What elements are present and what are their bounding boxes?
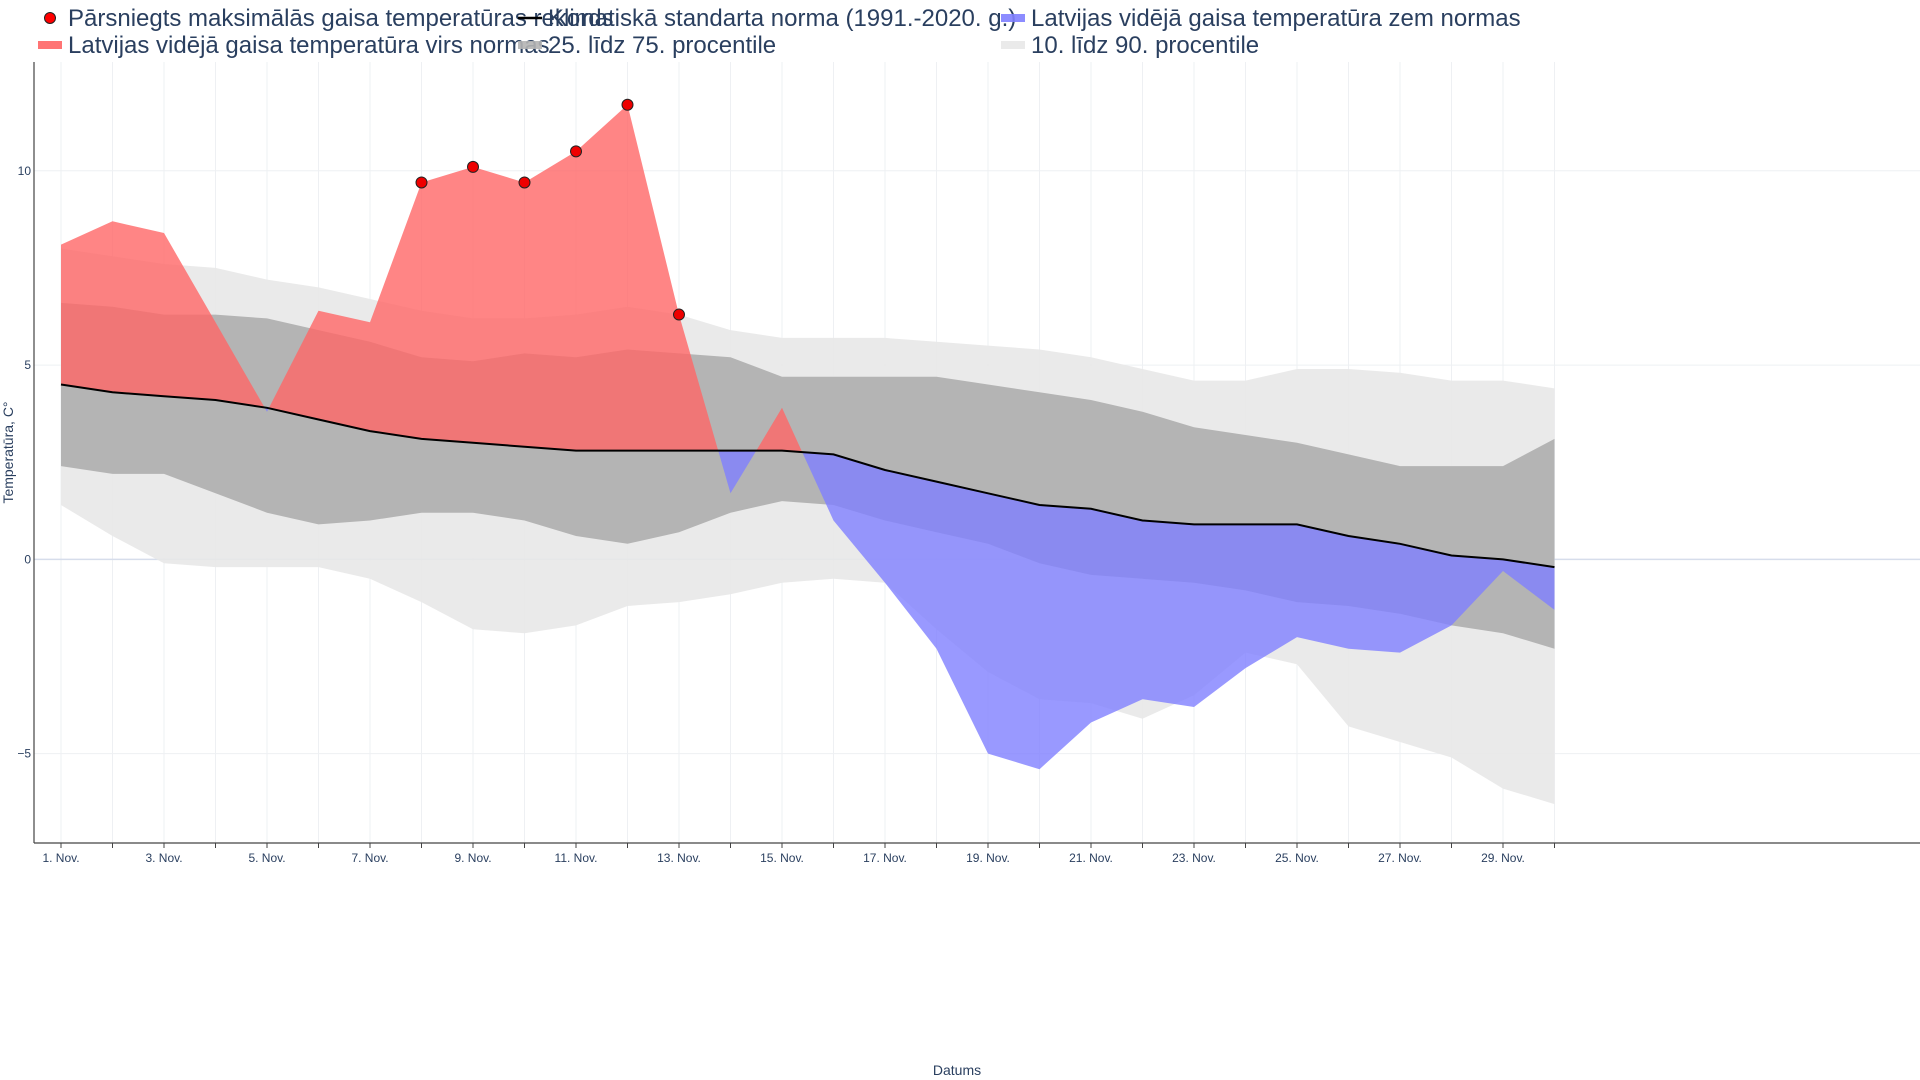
legend-label: 25. līdz 75. procentile — [548, 32, 776, 59]
x-tick-label: 13. Nov. — [657, 851, 701, 865]
x-tick-label: 17. Nov. — [863, 851, 907, 865]
below-norm-area — [802, 452, 1555, 770]
x-tick-label: 5. Nov. — [248, 851, 285, 865]
record-marker — [467, 160, 479, 173]
legend-swatch-record-marker — [44, 12, 56, 24]
legend-label: 10. līdz 90. procentile — [1031, 32, 1259, 59]
legend: Pārsniegts maksimālās gaisa temperatūras… — [38, 5, 1521, 59]
record-markers — [415, 98, 685, 321]
x-axis-title: Datums — [933, 1062, 981, 1078]
x-tick-label: 1. Nov. — [42, 851, 79, 865]
y-tick-label: −5 — [17, 747, 31, 761]
above-norm-area — [268, 104, 719, 451]
legend-item-norm: Klimatiskā standarta norma (1991.-2020. … — [518, 5, 1016, 32]
below-norm-area — [718, 450, 757, 494]
tick-labels: 1. Nov. 3. Nov. 5. Nov. 7. Nov. 9. Nov. 11. N… — [17, 164, 1525, 865]
y-tick-label: 0 — [24, 552, 31, 566]
x-tick-label: 19. Nov. — [966, 851, 1010, 865]
legend-item-p10_90: 10. līdz 90. procentile — [1001, 32, 1259, 59]
x-tick-label: 7. Nov. — [351, 851, 388, 865]
norm-series-line — [60, 383, 1555, 569]
x-tick-label: 27. Nov. — [1378, 851, 1422, 865]
legend-label: Latvijas vidējā gaisa temperatūra zem no… — [1031, 5, 1521, 32]
above-norm-area — [61, 221, 265, 408]
y-tick-label: 5 — [24, 358, 31, 372]
legend-item-below: Latvijas vidējā gaisa temperatūra zem no… — [1001, 5, 1521, 32]
record-marker — [415, 176, 428, 189]
x-tick-label: 11. Nov. — [555, 851, 598, 865]
y-tick-label: 10 — [18, 164, 32, 178]
record-marker — [673, 308, 685, 321]
legend-item-p25_75: 25. līdz 75. procentile — [518, 32, 776, 59]
norm-line — [60, 383, 1555, 569]
legend-label: Klimatiskā standarta norma (1991.-2020. … — [548, 5, 1016, 32]
axes — [33, 62, 1920, 848]
record-marker — [570, 145, 582, 158]
x-tick-label: 25. Nov. — [1275, 851, 1319, 865]
x-tick-label: 29. Nov. — [1481, 851, 1525, 865]
legend-label: Latvijas vidējā gaisa temperatūra virs n… — [68, 32, 550, 59]
x-tick-label: 9. Nov. — [454, 851, 491, 865]
record-marker — [621, 98, 634, 111]
x-tick-label: 15. Nov. — [760, 851, 804, 865]
legend-item-above: Latvijas vidējā gaisa temperatūra virs n… — [38, 32, 550, 59]
x-tick-label: 23. Nov. — [1172, 851, 1216, 865]
x-tick-label: 3. Nov. — [145, 851, 182, 865]
record-marker — [518, 176, 531, 189]
actual-temperature-areas — [61, 104, 1555, 770]
above-norm-area — [756, 407, 803, 453]
y-axis-title: Temperatūra, C° — [0, 401, 16, 503]
x-tick-label: 21. Nov. — [1069, 851, 1113, 865]
